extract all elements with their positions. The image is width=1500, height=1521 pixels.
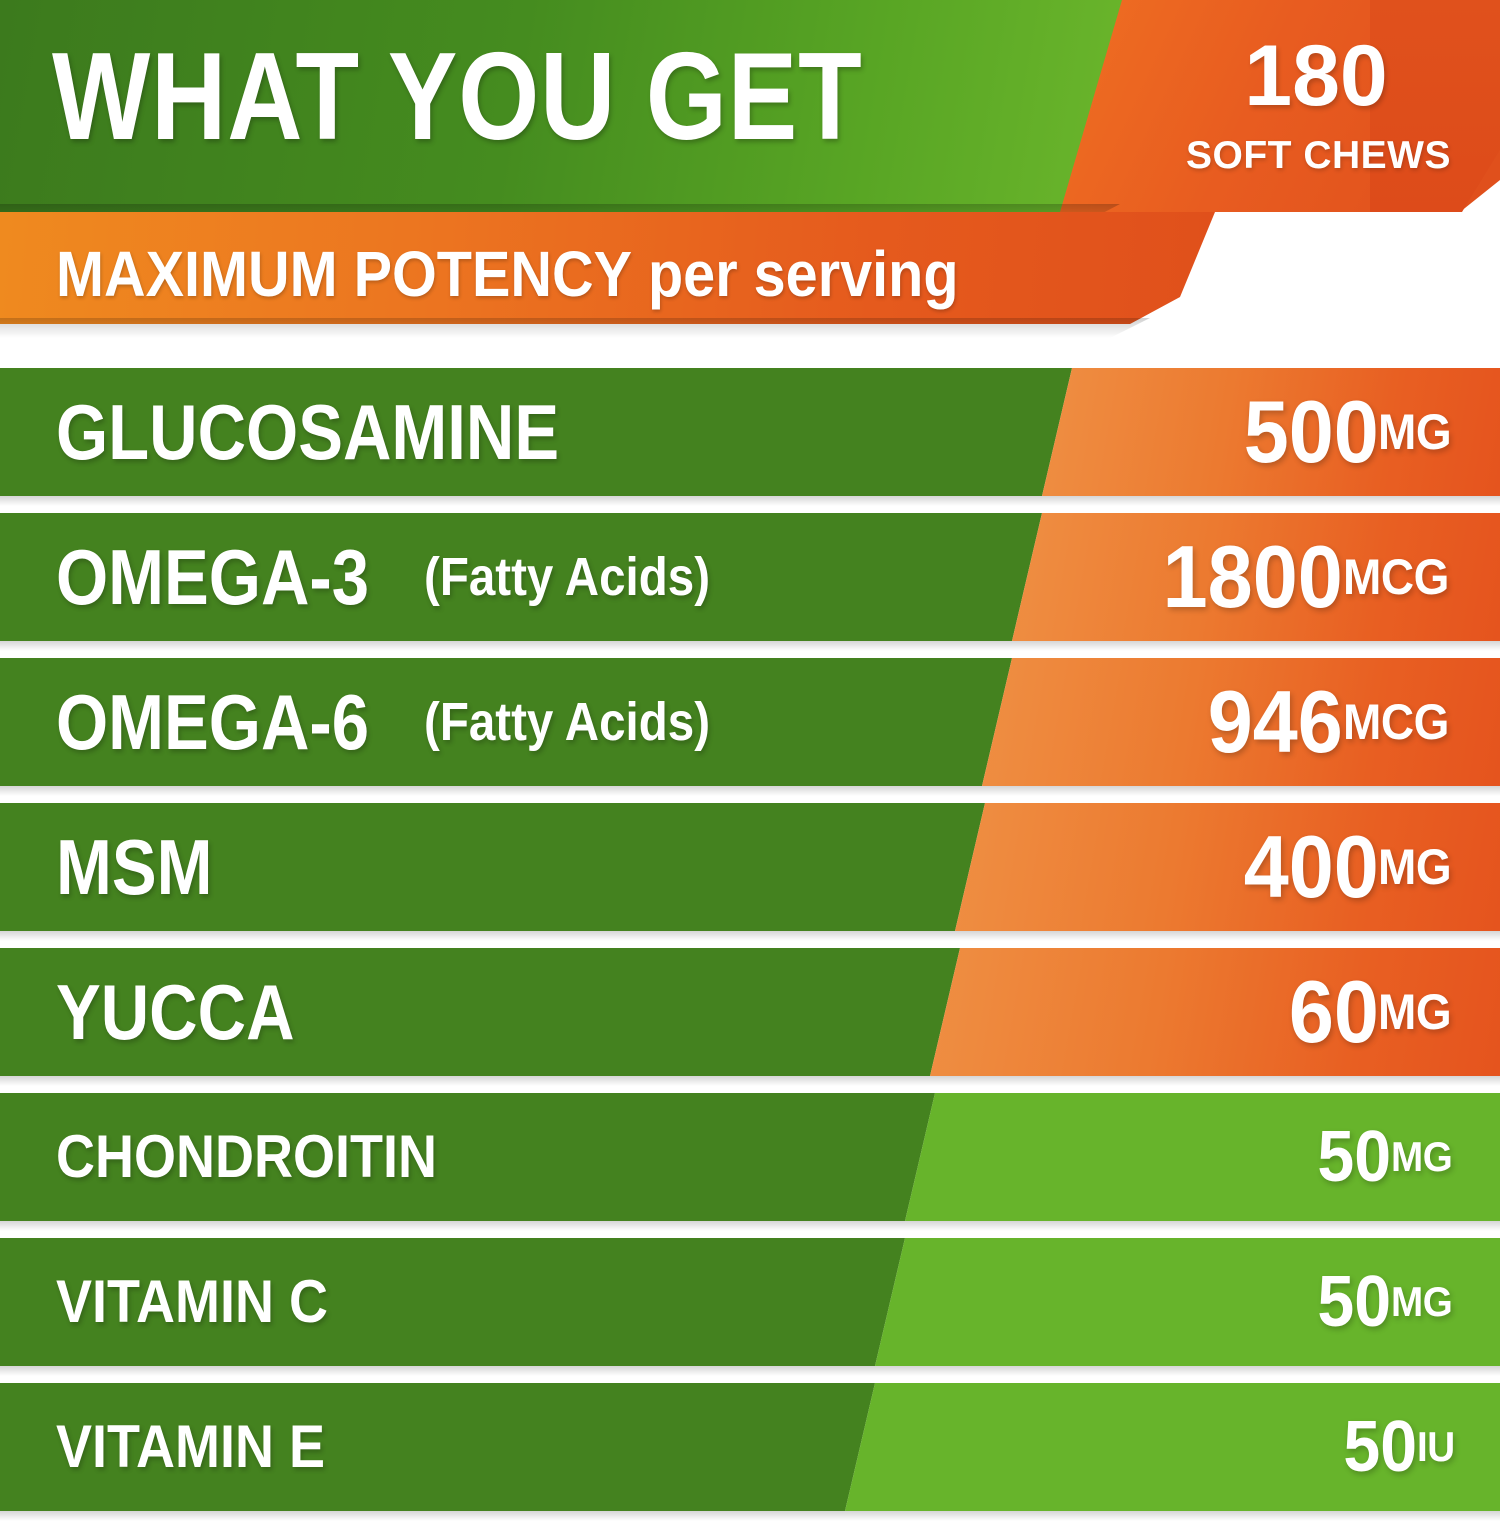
row-name-panel bbox=[0, 948, 960, 1076]
row-value-panel bbox=[1012, 513, 1500, 641]
row-drop-shadow bbox=[0, 931, 1500, 941]
ingredient-amount-number: 946 bbox=[1207, 672, 1343, 771]
chew-count: 180 bbox=[1244, 28, 1388, 124]
ingredient-amount-number: 500 bbox=[1243, 382, 1379, 481]
ingredient-name-text: YUCCA bbox=[56, 968, 295, 1056]
table-row: OMEGA-3 (Fatty Acids) 1800 MCG bbox=[0, 513, 1500, 651]
ingredient-table: GLUCOSAMINE 500 MG OMEGA-3 (Fatty Acids) 1800… bbox=[0, 368, 1500, 1521]
chew-count-unit: SOFT CHEWS bbox=[1186, 134, 1451, 177]
ingredient-amount-unit: MG bbox=[1378, 839, 1452, 895]
ingredient-amount: 50 IU bbox=[1337, 1383, 1458, 1511]
header-green-shape bbox=[0, 0, 1140, 212]
ingredient-amount: 1800 MCG bbox=[1147, 513, 1458, 641]
row-drop-shadow bbox=[0, 1366, 1500, 1376]
ingredient-name-text: MSM bbox=[56, 823, 213, 911]
ingredient-name-text: GLUCOSAMINE bbox=[56, 388, 560, 476]
ingredient-amount-unit: MCG bbox=[1342, 694, 1449, 750]
row-name-panel bbox=[0, 803, 985, 931]
ingredient-name-text: CHONDROITIN bbox=[56, 1123, 437, 1190]
ingredient-name: MSM bbox=[56, 803, 238, 931]
ingredient-name: YUCCA bbox=[56, 948, 333, 1076]
table-row: CHONDROITIN 50 MG bbox=[0, 1093, 1500, 1231]
row-drop-shadow bbox=[0, 641, 1500, 651]
row-name-panel bbox=[0, 1093, 935, 1221]
ingredient-amount-unit: MCG bbox=[1342, 549, 1449, 605]
ingredient-amount: 50 MG bbox=[1311, 1093, 1458, 1221]
table-row: YUCCA 60 MG bbox=[0, 948, 1500, 1086]
row-drop-shadow bbox=[0, 1076, 1500, 1086]
row-drop-shadow bbox=[0, 1221, 1500, 1231]
row-drop-shadow bbox=[0, 786, 1500, 796]
table-row: MSM 400 MG bbox=[0, 803, 1500, 941]
ingredient-amount-unit: MG bbox=[1391, 1133, 1453, 1180]
page-title: WHAT YOU GET bbox=[52, 28, 863, 166]
subheader-text: MAXIMUM POTENCY per serving bbox=[56, 238, 959, 310]
row-value-panel bbox=[955, 803, 1500, 931]
ingredient-amount: 500 MG bbox=[1232, 368, 1458, 496]
ingredient-amount: 60 MG bbox=[1281, 948, 1458, 1076]
row-name-panel bbox=[0, 658, 1012, 786]
subheader-banner bbox=[0, 212, 1215, 324]
subheader-strong: MAXIMUM POTENCY bbox=[56, 238, 632, 310]
row-value-panel bbox=[875, 1238, 1500, 1366]
table-row: VITAMIN C 50 MG bbox=[0, 1238, 1500, 1376]
row-name-panel bbox=[0, 368, 1072, 496]
ingredient-name: OMEGA-3 (Fatty Acids) bbox=[56, 513, 749, 641]
subheader-drop-shadow bbox=[0, 318, 1150, 338]
ingredient-name: GLUCOSAMINE bbox=[56, 368, 641, 496]
header-orange-tail-shape bbox=[1370, 0, 1500, 212]
table-row: OMEGA-6 (Fatty Acids) 946 MCG bbox=[0, 658, 1500, 796]
row-drop-shadow bbox=[0, 1511, 1500, 1521]
ingredient-amount-unit: MG bbox=[1378, 404, 1452, 460]
ingredient-amount: 50 MG bbox=[1311, 1238, 1458, 1366]
ingredient-amount-number: 1800 bbox=[1162, 527, 1343, 626]
ingredient-name-text: VITAMIN E bbox=[56, 1413, 326, 1480]
ingredient-name-text: OMEGA-3 bbox=[56, 533, 370, 621]
row-value-panel bbox=[982, 658, 1500, 786]
ingredient-name: OMEGA-6 (Fatty Acids) bbox=[56, 658, 749, 786]
row-value-panel bbox=[930, 948, 1500, 1076]
ingredient-name: VITAMIN C bbox=[56, 1238, 358, 1366]
ingredient-name-subtext: (Fatty Acids) bbox=[424, 692, 711, 752]
table-row: VITAMIN E 50 IU bbox=[0, 1383, 1500, 1521]
row-value-panel bbox=[1042, 368, 1500, 496]
ingredient-amount-unit: MG bbox=[1391, 1278, 1453, 1325]
row-name-panel bbox=[0, 513, 1042, 641]
ingredient-amount: 400 MG bbox=[1232, 803, 1458, 931]
ingredient-amount-number: 50 bbox=[1317, 1262, 1392, 1342]
header-banner: WHAT YOU GET 180 SOFT CHEWS bbox=[0, 0, 1500, 226]
table-row: GLUCOSAMINE 500 MG bbox=[0, 368, 1500, 506]
ingredient-name: CHONDROITIN bbox=[56, 1093, 479, 1221]
row-drop-shadow bbox=[0, 496, 1500, 506]
row-name-panel bbox=[0, 1238, 905, 1366]
ingredient-name-text: VITAMIN C bbox=[56, 1268, 328, 1335]
ingredient-amount-unit: MG bbox=[1378, 984, 1452, 1040]
ingredient-amount: 946 MCG bbox=[1196, 658, 1458, 786]
row-value-panel bbox=[905, 1093, 1500, 1221]
ingredient-amount-number: 50 bbox=[1317, 1117, 1392, 1197]
ingredient-amount-unit: IU bbox=[1417, 1423, 1455, 1470]
ingredient-name-subtext: (Fatty Acids) bbox=[424, 547, 711, 607]
ingredient-amount-number: 400 bbox=[1243, 817, 1379, 916]
ingredient-name: VITAMIN E bbox=[56, 1383, 355, 1511]
ingredient-amount-number: 60 bbox=[1288, 962, 1379, 1061]
subheader-light: per serving bbox=[648, 238, 959, 310]
ingredient-name-text: OMEGA-6 bbox=[56, 678, 370, 766]
ingredient-amount-number: 50 bbox=[1343, 1407, 1417, 1487]
